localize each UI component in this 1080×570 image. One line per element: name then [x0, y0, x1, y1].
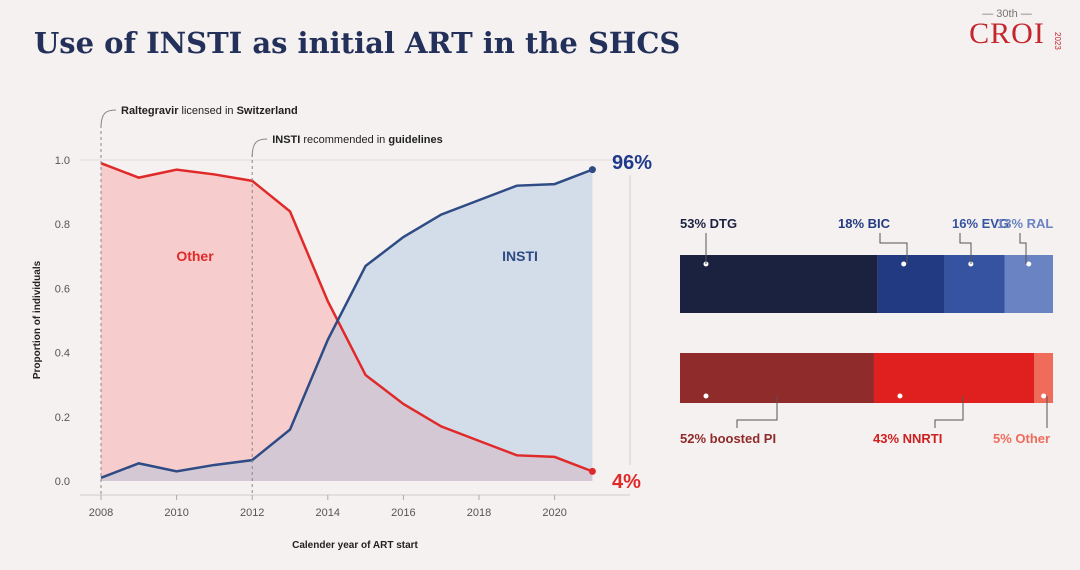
data-point-other	[588, 467, 596, 475]
segment-marker	[703, 393, 709, 399]
x-tick-label: 2010	[164, 507, 188, 519]
annotation-text: Raltegravir licensed in Switzerland	[121, 105, 298, 117]
label-leader	[879, 233, 908, 264]
segment-marker	[1026, 261, 1032, 267]
bar-segment	[680, 353, 874, 403]
y-tick-label: 1.0	[55, 155, 70, 167]
slide-title: Use of INSTI as initial ART in the SHCS	[34, 26, 681, 60]
series-label-other: Other	[176, 248, 214, 264]
bar-segment	[877, 255, 945, 313]
annotation-text: INSTI recommended in guidelines	[272, 134, 443, 146]
end-label-other: 4%	[612, 471, 641, 493]
x-tick-label: 2012	[240, 507, 264, 519]
bar-label: 43% NNRTI	[873, 431, 942, 446]
y-tick-label: 0.4	[55, 348, 70, 360]
label-leader	[959, 233, 972, 264]
label-leader	[1019, 233, 1027, 264]
series-label-insti: INSTI	[502, 248, 538, 264]
annotation-arrow	[100, 109, 117, 129]
croi-logo: — 30th — CROI 2023	[952, 8, 1062, 56]
area-insti	[101, 169, 593, 481]
line-insti	[100, 168, 593, 479]
bar-segment	[1034, 353, 1053, 403]
logo-year: 2023	[1053, 32, 1062, 50]
x-tick-label: 2016	[391, 507, 415, 519]
segment-marker	[1041, 393, 1047, 399]
y-tick-label: 0.2	[55, 412, 70, 424]
label-leader	[934, 396, 964, 428]
end-label-insti: 96%	[612, 152, 652, 174]
y-tick-label: 0.8	[55, 219, 70, 231]
data-point-insti	[588, 166, 596, 174]
bar-segment	[944, 255, 1005, 313]
x-axis-label: Calender year of ART start	[292, 540, 418, 551]
segment-marker	[901, 261, 907, 267]
x-tick-label: 2014	[316, 507, 340, 519]
label-leader	[736, 396, 778, 428]
bar-label: 53% DTG	[680, 216, 737, 231]
logo-edition: 30th	[996, 8, 1018, 20]
segment-marker	[897, 393, 903, 399]
bar-label: 18% BIC	[838, 216, 891, 231]
annotation-arrow	[251, 138, 268, 158]
area-other	[101, 163, 593, 481]
logo-name: CROI	[969, 17, 1045, 50]
y-tick-label: 0.6	[55, 283, 70, 295]
bar-segment	[680, 255, 878, 313]
line-other	[100, 162, 593, 473]
bar-label: 16% EVG	[952, 216, 1009, 231]
bar-label: 5% Other	[993, 431, 1050, 446]
bar-label: 13% RAL	[997, 216, 1053, 231]
bar-label: 52% boosted PI	[680, 431, 776, 446]
x-tick-label: 2018	[467, 507, 491, 519]
x-tick-label: 2008	[89, 507, 113, 519]
y-axis-label: Proportion of individuals	[32, 260, 43, 379]
x-tick-label: 2020	[542, 507, 566, 519]
y-tick-label: 0.0	[55, 476, 70, 488]
